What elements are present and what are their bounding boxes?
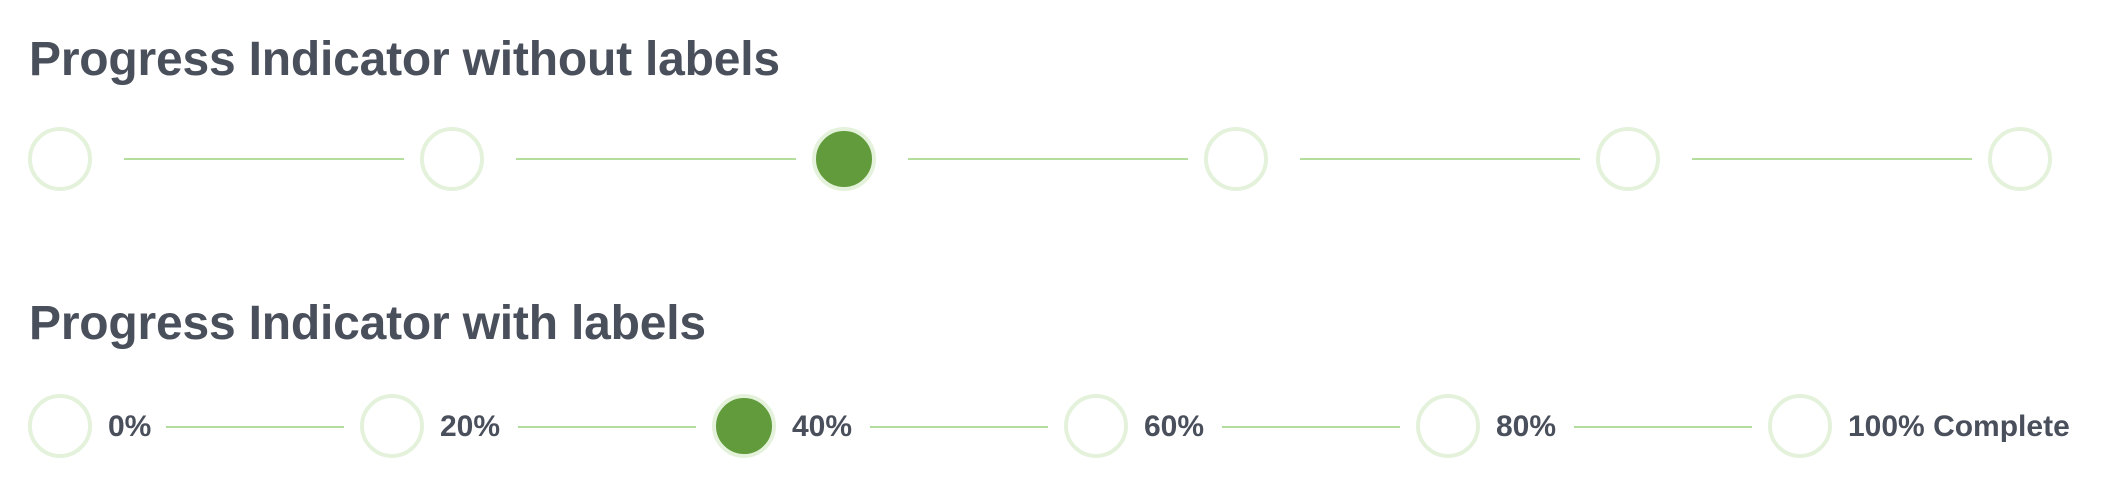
progress-step-100[interactable] bbox=[1768, 394, 1832, 458]
progress-step-20[interactable] bbox=[360, 394, 424, 458]
step-connector bbox=[1574, 426, 1752, 428]
progress-step[interactable] bbox=[1204, 127, 1268, 191]
progress-step[interactable] bbox=[1596, 127, 1660, 191]
step-connector bbox=[908, 158, 1188, 160]
step-connector bbox=[870, 426, 1048, 428]
step-label: 60% bbox=[1144, 410, 1205, 443]
step-connector bbox=[518, 426, 696, 428]
progress-step-40-active[interactable] bbox=[712, 394, 776, 458]
progress-step-0[interactable] bbox=[28, 394, 92, 458]
progress-step-60[interactable] bbox=[1064, 394, 1128, 458]
step-connector bbox=[1300, 158, 1580, 160]
step-connector bbox=[166, 426, 344, 428]
step-label: 80% bbox=[1496, 410, 1557, 443]
step-label: 20% bbox=[440, 410, 501, 443]
progress-step-active[interactable] bbox=[812, 127, 876, 191]
progress-step-80[interactable] bbox=[1416, 394, 1480, 458]
progress-step[interactable] bbox=[1988, 127, 2052, 191]
step-connector bbox=[124, 158, 404, 160]
progress-step[interactable] bbox=[28, 127, 92, 191]
step-connector bbox=[1222, 426, 1400, 428]
step-label: 100% Complete bbox=[1848, 410, 2070, 443]
step-label: 0% bbox=[108, 410, 152, 443]
progress-step[interactable] bbox=[420, 127, 484, 191]
step-label: 40% bbox=[792, 410, 853, 443]
section-title-with-labels: Progress Indicator with labels bbox=[29, 297, 706, 350]
step-connector bbox=[516, 158, 796, 160]
step-connector bbox=[1692, 158, 1972, 160]
section-title-without-labels: Progress Indicator without labels bbox=[29, 33, 780, 86]
